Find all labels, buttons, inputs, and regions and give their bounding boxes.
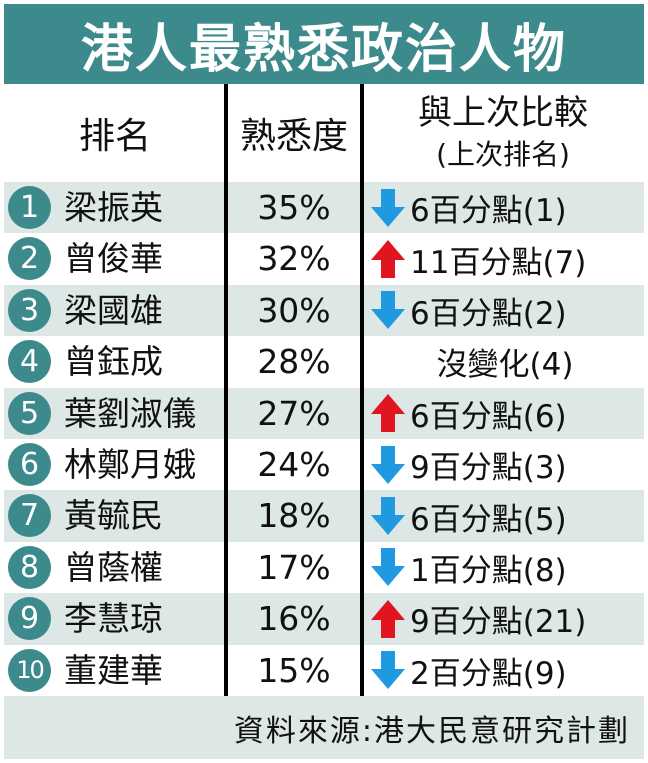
change-text: 9百分點(3) bbox=[410, 450, 567, 487]
arrow-down-icon bbox=[371, 291, 405, 330]
politician-name: 梁國雄 bbox=[64, 290, 163, 330]
politician-name: 曾蔭權 bbox=[64, 547, 163, 587]
comparison-cell: 2百分點(9) bbox=[366, 645, 644, 696]
arrow-up-icon bbox=[371, 240, 405, 279]
column-divider bbox=[224, 84, 228, 696]
familiarity-value: 17% bbox=[257, 547, 331, 587]
politician-name: 曾鈺成 bbox=[64, 342, 163, 382]
politician-name: 林鄭月娥 bbox=[64, 444, 196, 484]
table-row: 4 曾鈺成 28% 沒變化(4) bbox=[4, 336, 644, 388]
source-note: 資料來源:港大民意研究計劃 bbox=[4, 696, 644, 759]
familiarity-value: 16% bbox=[257, 599, 331, 639]
comparison-cell: 沒變化(4) bbox=[366, 336, 644, 387]
table-row: 1 梁振英 35% 6百分點(1) bbox=[4, 182, 644, 234]
arrow-down-icon bbox=[371, 548, 405, 587]
arrow-down-icon bbox=[371, 651, 405, 690]
rank-badge: 7 bbox=[8, 494, 51, 538]
header-comparison-line1: 與上次比較 bbox=[418, 93, 588, 133]
change-text: 1百分點(8) bbox=[410, 552, 567, 589]
familiarity-value: 32% bbox=[257, 239, 331, 279]
comparison-cell: 9百分點(3) bbox=[366, 439, 644, 490]
table-row: 5 葉劉淑儀 27% 6百分點(6) bbox=[4, 387, 644, 439]
arrow-down-icon bbox=[371, 188, 405, 227]
header-comparison: 與上次比較 (上次排名) bbox=[362, 84, 644, 182]
table-row: 2 曾俊華 32% 11百分點(7) bbox=[4, 233, 644, 285]
comparison-cell: 6百分點(5) bbox=[366, 490, 644, 541]
politician-name: 李慧琼 bbox=[64, 599, 163, 639]
rank-badge: 5 bbox=[8, 391, 51, 435]
rank-badge: 3 bbox=[8, 288, 51, 332]
change-text: 6百分點(5) bbox=[410, 501, 567, 538]
table-header: 排名 熟悉度 與上次比較 (上次排名) bbox=[4, 84, 644, 182]
arrow-up-icon bbox=[371, 394, 405, 433]
comparison-cell: 6百分點(1) bbox=[366, 182, 644, 233]
table-row: 7 黃毓民 18% 6百分點(5) bbox=[4, 490, 644, 542]
comparison-cell: 1百分點(8) bbox=[366, 542, 644, 593]
rank-badge: 9 bbox=[8, 597, 51, 641]
familiarity-value: 35% bbox=[257, 188, 331, 227]
familiarity-value: 27% bbox=[257, 393, 331, 433]
familiarity-value: 18% bbox=[257, 496, 331, 536]
page-title: 港人最熟悉政治人物 bbox=[4, 4, 644, 84]
politician-name: 梁振英 bbox=[64, 188, 163, 227]
rank-badge: 6 bbox=[8, 442, 51, 486]
header-familiarity: 熟悉度 bbox=[239, 116, 348, 157]
rank-badge: 1 bbox=[8, 186, 51, 229]
familiarity-value: 15% bbox=[257, 650, 331, 690]
column-divider bbox=[360, 84, 364, 696]
change-text: 6百分點(1) bbox=[410, 193, 567, 230]
politician-name: 葉劉淑儀 bbox=[64, 393, 196, 433]
politician-name: 黃毓民 bbox=[64, 496, 163, 536]
comparison-cell: 9百分點(21) bbox=[366, 593, 644, 644]
familiarity-value: 24% bbox=[257, 444, 331, 484]
change-text: 9百分點(21) bbox=[410, 604, 587, 641]
rank-badge: 10 bbox=[8, 648, 51, 692]
rank-badge: 8 bbox=[8, 545, 51, 589]
politician-name: 董建華 bbox=[64, 650, 163, 690]
change-text: 6百分點(2) bbox=[410, 295, 567, 332]
comparison-cell: 11百分點(7) bbox=[366, 233, 644, 284]
change-text: 11百分點(7) bbox=[410, 244, 587, 281]
familiarity-value: 28% bbox=[257, 342, 331, 382]
table-row: 10 董建華 15% 2百分點(9) bbox=[4, 644, 644, 696]
politician-name: 曾俊華 bbox=[64, 239, 163, 279]
rank-badge: 4 bbox=[8, 340, 51, 384]
change-text: 沒變化(4) bbox=[436, 347, 574, 384]
arrow-down-icon bbox=[371, 497, 405, 536]
arrow-down-icon bbox=[371, 445, 405, 484]
header-rank: 排名 bbox=[78, 116, 151, 157]
change-text: 6百分點(6) bbox=[410, 398, 567, 435]
arrow-up-icon bbox=[371, 599, 405, 638]
table-body: 1 梁振英 35% 6百分點(1) 2 曾俊華 32% 11百分點(7) 3 梁國雄 30% 6百分點… bbox=[4, 182, 644, 696]
source-text: 資料來源:港大民意研究計劃 bbox=[233, 713, 630, 749]
table-row: 8 曾蔭權 17% 1百分點(8) bbox=[4, 541, 644, 594]
familiarity-value: 30% bbox=[257, 290, 331, 330]
table-row: 6 林鄭月娥 24% 9百分點(3) bbox=[4, 438, 644, 491]
rank-badge: 2 bbox=[8, 237, 51, 281]
comparison-cell: 6百分點(6) bbox=[366, 388, 644, 439]
comparison-cell: 6百分點(2) bbox=[366, 285, 644, 336]
table-row: 9 李慧琼 16% 9百分點(21) bbox=[4, 593, 644, 645]
header-comparison-line2: (上次排名) bbox=[436, 138, 570, 171]
change-text: 2百分點(9) bbox=[410, 655, 567, 692]
table-row: 3 梁國雄 30% 6百分點(2) bbox=[4, 284, 644, 337]
